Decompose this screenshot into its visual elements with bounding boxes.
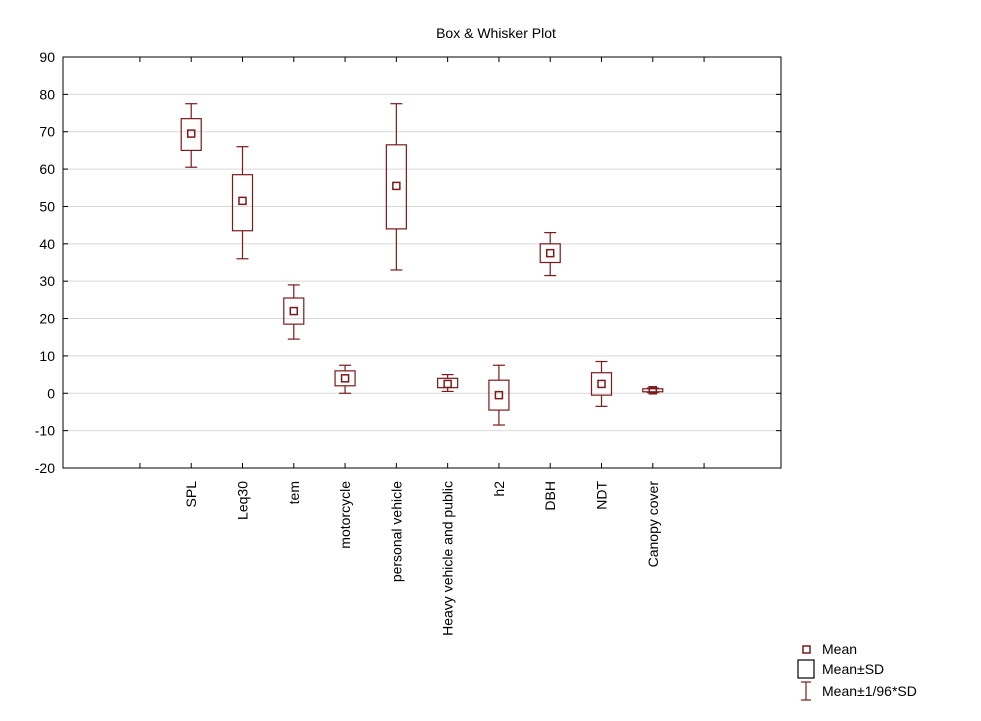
grid-lines [63, 93, 781, 432]
x-tick-label: SPL [183, 481, 199, 508]
x-tick-label: tem [286, 481, 302, 504]
mean-marker [648, 386, 658, 395]
y-tick-label: 50 [39, 198, 55, 214]
x-tick-label: Leq30 [235, 481, 251, 520]
y-tick-label: 60 [39, 161, 55, 177]
box-series [180, 103, 664, 426]
y-axis: 90 80 70 60 50 40 30 20 10 0 -10 -20 [35, 49, 781, 476]
y-tick-label: 20 [39, 311, 55, 327]
box-item [334, 364, 356, 394]
mean-marker [545, 248, 555, 258]
sd-box [334, 370, 356, 387]
box-item [385, 103, 407, 271]
box-item [283, 284, 305, 340]
legend: Mean Mean±SD Mean±1/96*SD [797, 641, 917, 701]
y-tick-label: 70 [39, 124, 55, 140]
sd-box [283, 297, 305, 325]
y-tick-label: 0 [47, 385, 55, 401]
y-tick-label: 80 [39, 86, 55, 102]
legend-label: Mean±SD [822, 661, 884, 677]
sd-box [590, 372, 613, 396]
box-item [488, 364, 510, 426]
y-tick-label: -20 [35, 460, 55, 476]
sd-box [488, 379, 510, 411]
x-tick-label: motorcycle [337, 481, 353, 549]
sd-box [642, 388, 664, 393]
chart-title: Box & Whisker Plot [436, 25, 556, 41]
box-item [590, 360, 613, 407]
mean-marker [392, 181, 401, 191]
x-tick-label: h2 [491, 481, 507, 497]
mean-marker [238, 196, 247, 206]
plot-frame [62, 56, 782, 469]
x-tick-label: personal vehicle [388, 481, 404, 582]
mean-marker [340, 374, 350, 383]
y-tick-label: 90 [39, 49, 55, 65]
legend-mean-icon [802, 645, 811, 654]
box-item [180, 103, 202, 168]
x-tick-label: Canopy cover [645, 481, 661, 568]
y-tick-label: 30 [39, 273, 55, 289]
box-item [437, 373, 459, 393]
mean-marker [289, 306, 299, 316]
mean-marker [597, 379, 606, 389]
legend-label: Mean±1/96*SD [822, 683, 917, 699]
x-tick-label: Heavy vehicle and public [440, 481, 456, 636]
mean-marker [494, 390, 504, 400]
box-item [231, 146, 254, 260]
y-tick-label: -10 [35, 423, 55, 439]
legend-label: Mean [822, 641, 857, 657]
box-item [539, 232, 561, 277]
x-tick-label: DBH [542, 481, 558, 511]
y-tick-label: 40 [39, 236, 55, 252]
x-axis: SPL Leq30 tem motorcycle personal vehicle Hea… [139, 57, 705, 636]
box-item [642, 386, 664, 395]
legend-sd-icon [797, 659, 815, 679]
x-tick-label: NDT [594, 481, 610, 510]
mean-marker [186, 129, 196, 138]
y-tick-label: 10 [39, 348, 55, 364]
sd-box [180, 118, 202, 152]
sd-box [539, 243, 561, 264]
sd-box [385, 144, 407, 230]
sd-box [231, 174, 254, 232]
mean-marker [443, 379, 452, 389]
